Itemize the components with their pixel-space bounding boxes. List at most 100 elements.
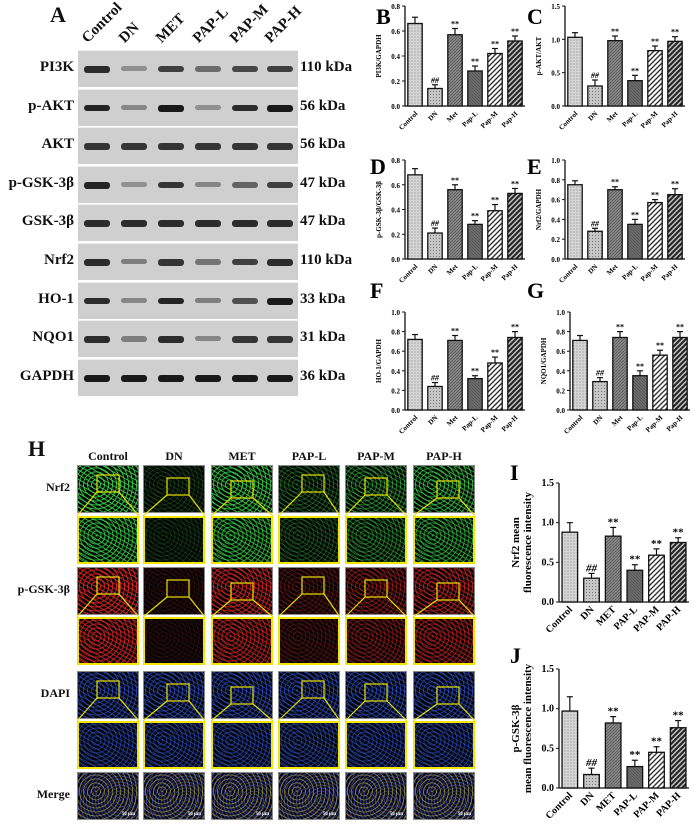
y-tick-label: 0.4: [551, 216, 560, 224]
protein-band: [158, 336, 184, 343]
protein-band: [232, 66, 258, 73]
y-tick-label: 0.5: [542, 557, 555, 568]
scale-bar-label: 50 μm: [322, 812, 336, 817]
blot-row: [78, 127, 298, 165]
zoom-region-box: [230, 686, 254, 705]
protein-label: p-GSK-3β: [8, 174, 74, 191]
fluorescence-image: [211, 567, 273, 615]
protein-label: p-AKT: [28, 97, 74, 114]
zoom-region-box: [230, 582, 254, 601]
scale-bar-label: 50 μm: [389, 812, 403, 817]
y-tick-label: 1.0: [551, 36, 560, 44]
blot-row: [78, 320, 298, 358]
y-axis-label: HO-1/GAPDH: [375, 338, 383, 382]
fluorescence-image: 50 μm: [278, 772, 340, 820]
protein-band: [84, 66, 110, 73]
y-tick-label: 0.6: [391, 28, 400, 36]
zoomed-fluorescence-image: [143, 721, 205, 769]
significance-marker: **: [629, 749, 641, 761]
zoom-region-box: [166, 683, 190, 702]
significance-marker: ##: [590, 219, 600, 228]
zoom-region-box: [364, 579, 388, 598]
zoomed-fluorescence-image: [413, 721, 475, 769]
panel-label: E: [527, 154, 542, 179]
zoomed-fluorescence-image: [77, 617, 139, 665]
protein-band: [84, 336, 110, 343]
row-label: DAPI: [40, 686, 70, 700]
zoomed-fluorescence-image: [211, 721, 273, 769]
fluorescence-image: 50 μm: [143, 772, 205, 820]
y-axis-label: fluorescence intensity: [522, 492, 534, 593]
fluorescence-image: [413, 567, 475, 615]
significance-marker: **: [673, 527, 685, 539]
zoomed-fluorescence-image: [345, 721, 407, 769]
significance-marker: **: [471, 57, 479, 66]
significance-marker: **: [491, 40, 499, 49]
significance-marker: ##: [585, 757, 598, 769]
zoom-connector-line: [210, 599, 274, 618]
protein-band: [232, 104, 258, 112]
y-tick-label: 0.2: [391, 387, 400, 395]
column-header: MET: [228, 449, 256, 463]
significance-marker: ##: [585, 562, 598, 574]
protein-band: [267, 336, 293, 343]
fluorescence-image: [413, 465, 475, 513]
molecular-weight: 47 kDa: [300, 174, 346, 191]
scale-bar-label: 50 μm: [457, 812, 471, 817]
protein-band: [232, 220, 258, 228]
zoom-region-box: [436, 480, 460, 499]
protein-band: [267, 374, 293, 382]
y-tick-label: 1.0: [542, 704, 555, 715]
y-tick-label: 0.0: [542, 783, 555, 794]
scale-bar-label: 50 μm: [121, 812, 135, 817]
protein-band: [195, 336, 221, 342]
zoomed-fluorescence-image: [77, 721, 139, 769]
significance-marker: **: [511, 27, 519, 36]
y-tick-label: 0.6: [391, 182, 400, 190]
protein-band: [121, 220, 147, 228]
y-tick-label: 1.5: [542, 664, 555, 675]
y-tick-label: 0.8: [556, 329, 565, 337]
significance-marker: **: [673, 710, 685, 722]
blot-row: [78, 243, 298, 280]
y-tick-label: 0.8: [391, 157, 400, 165]
zoom-connector-line: [277, 491, 341, 517]
zoomed-fluorescence-image: [278, 617, 340, 665]
zoom-region-box: [96, 474, 120, 493]
molecular-weight: 33 kDa: [300, 290, 346, 307]
column-header: PAP-H: [426, 449, 462, 463]
zoom-region-box: [436, 582, 460, 601]
y-tick-label: 0.0: [391, 407, 400, 415]
column-header: PAP-M: [357, 449, 395, 463]
protein-band: [84, 181, 110, 189]
protein-band: [232, 336, 258, 343]
zoomed-fluorescence-image: [77, 516, 139, 564]
zoom-region-box: [166, 579, 190, 598]
fluorescence-image: 50 μm: [413, 772, 475, 820]
significance-marker: **: [511, 179, 519, 188]
fluorescence-image: [278, 465, 340, 513]
protein-label: GAPDH: [19, 367, 74, 384]
molecular-weight: 47 kDa: [300, 213, 346, 230]
panel-label: F: [370, 278, 383, 303]
y-axis-label: p-GSK-3β/GSK-3β: [375, 181, 383, 238]
y-tick-label: 0.2: [391, 231, 400, 239]
zoomed-fluorescence-image: [345, 617, 407, 665]
significance-marker: **: [631, 66, 639, 75]
protein-band: [121, 297, 147, 303]
protein-band: [84, 104, 110, 112]
zoomed-fluorescence-image: [143, 516, 205, 564]
blot-row: [78, 165, 298, 203]
protein-band: [158, 66, 184, 73]
zoom-region-box: [364, 477, 388, 496]
y-tick-label: 1.0: [542, 518, 555, 529]
significance-marker: **: [451, 327, 459, 336]
y-axis-label: Nrf2 mean: [510, 517, 522, 567]
y-tick-label: 0.8: [391, 3, 400, 11]
zoom-connector-line: [142, 494, 206, 517]
zoom-region-box: [96, 576, 120, 595]
significance-marker: **: [616, 323, 624, 332]
protein-label: GSK-3β: [21, 213, 74, 230]
significance-marker: **: [651, 538, 663, 550]
